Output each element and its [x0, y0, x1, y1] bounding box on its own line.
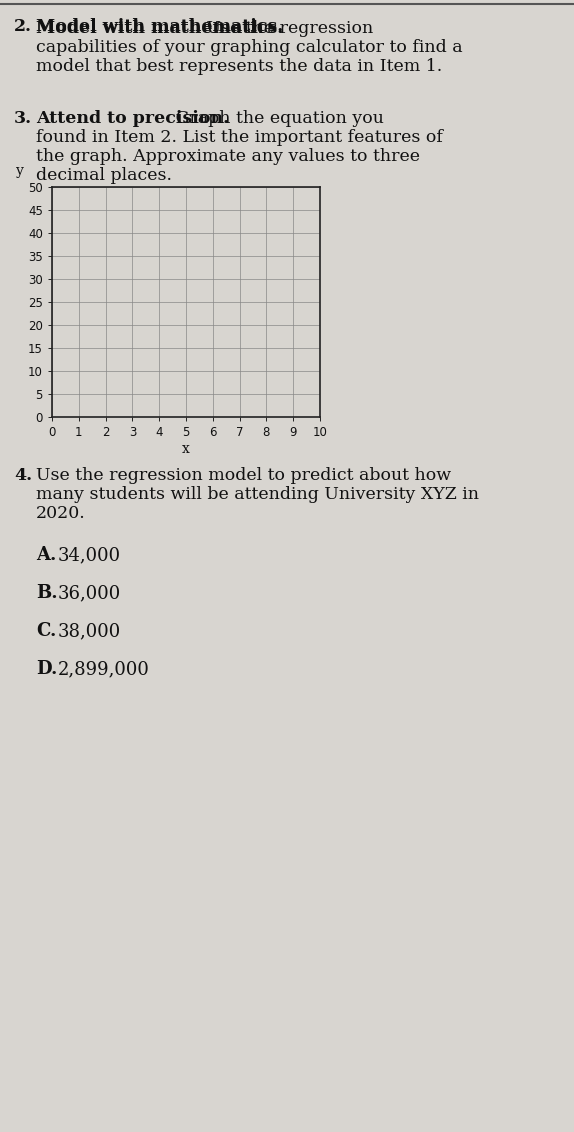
Text: 2020.: 2020. [36, 505, 86, 522]
Text: 36,000: 36,000 [58, 584, 121, 602]
Text: many students will be attending University XYZ in: many students will be attending Universi… [36, 486, 479, 503]
Y-axis label: y: y [16, 164, 24, 178]
Text: Model with mathematics.: Model with mathematics. [36, 20, 283, 37]
Text: Use the regression model to predict about how: Use the regression model to predict abou… [36, 468, 451, 484]
Text: A.: A. [36, 546, 56, 564]
Text: 3.: 3. [14, 110, 32, 127]
Text: Attend to precision.: Attend to precision. [36, 110, 229, 127]
Text: 34,000: 34,000 [58, 546, 121, 564]
X-axis label: x: x [182, 441, 190, 456]
Text: the graph. Approximate any values to three: the graph. Approximate any values to thr… [36, 148, 420, 165]
Text: B.: B. [36, 584, 57, 602]
Text: 4.: 4. [14, 468, 32, 484]
Text: capabilities of your graphing calculator to find a: capabilities of your graphing calculator… [36, 38, 463, 55]
Text: C.: C. [36, 621, 56, 640]
Text: Use the regression: Use the regression [201, 20, 373, 37]
Text: Model with mathematics.: Model with mathematics. [36, 18, 283, 35]
Text: 2,899,000: 2,899,000 [58, 660, 150, 678]
Text: Model with mathematics. Use the regression: Model with mathematics. Use the regressi… [36, 18, 432, 35]
Text: 2.: 2. [14, 18, 32, 35]
Text: found in Item 2. List the important features of: found in Item 2. List the important feat… [36, 129, 443, 146]
Text: decimal places.: decimal places. [36, 168, 172, 185]
Text: Graph the equation you: Graph the equation you [170, 110, 384, 127]
Text: model that best represents the data in Item 1.: model that best represents the data in I… [36, 58, 442, 75]
Text: D.: D. [36, 660, 57, 678]
Text: 38,000: 38,000 [58, 621, 121, 640]
